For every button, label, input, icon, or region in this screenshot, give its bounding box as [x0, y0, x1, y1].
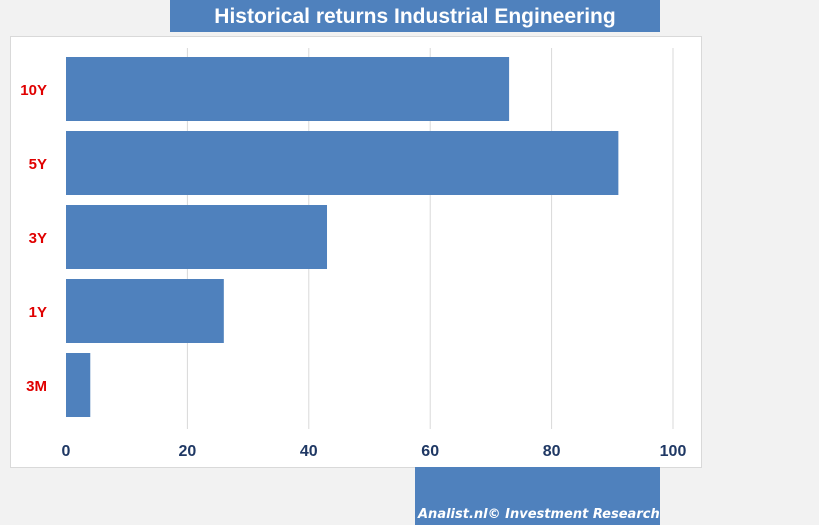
x-tick-label: 100	[660, 443, 687, 460]
x-tick-label: 40	[300, 443, 318, 460]
bar-3m	[66, 353, 91, 417]
bar-10y	[66, 57, 510, 121]
category-label: 10Y	[20, 82, 47, 99]
category-label: 1Y	[29, 304, 47, 321]
x-tick-label: 20	[179, 443, 197, 460]
chart-title: Historical returns Industrial Engineerin…	[170, 0, 660, 32]
x-tick-label: 60	[421, 443, 439, 460]
bar-3y	[66, 205, 328, 269]
x-tick-label: 0	[62, 443, 71, 460]
category-label: 5Y	[29, 156, 47, 173]
footer-credit: Analist.nl© Investment Research	[418, 507, 660, 522]
bar-5y	[66, 131, 619, 195]
x-tick-label: 80	[543, 443, 561, 460]
bar-1y	[66, 279, 224, 343]
chart-panel: 0 20 40 60 80 100 10Y 5Y 3Y 1Y 3M	[10, 36, 702, 468]
footer-banner: Analist.nl© Investment Research	[415, 467, 660, 525]
category-label: 3Y	[29, 230, 47, 247]
bar-chart: 0 20 40 60 80 100 10Y 5Y 3Y 1Y 3M	[20, 48, 687, 460]
category-label: 3M	[26, 378, 47, 395]
